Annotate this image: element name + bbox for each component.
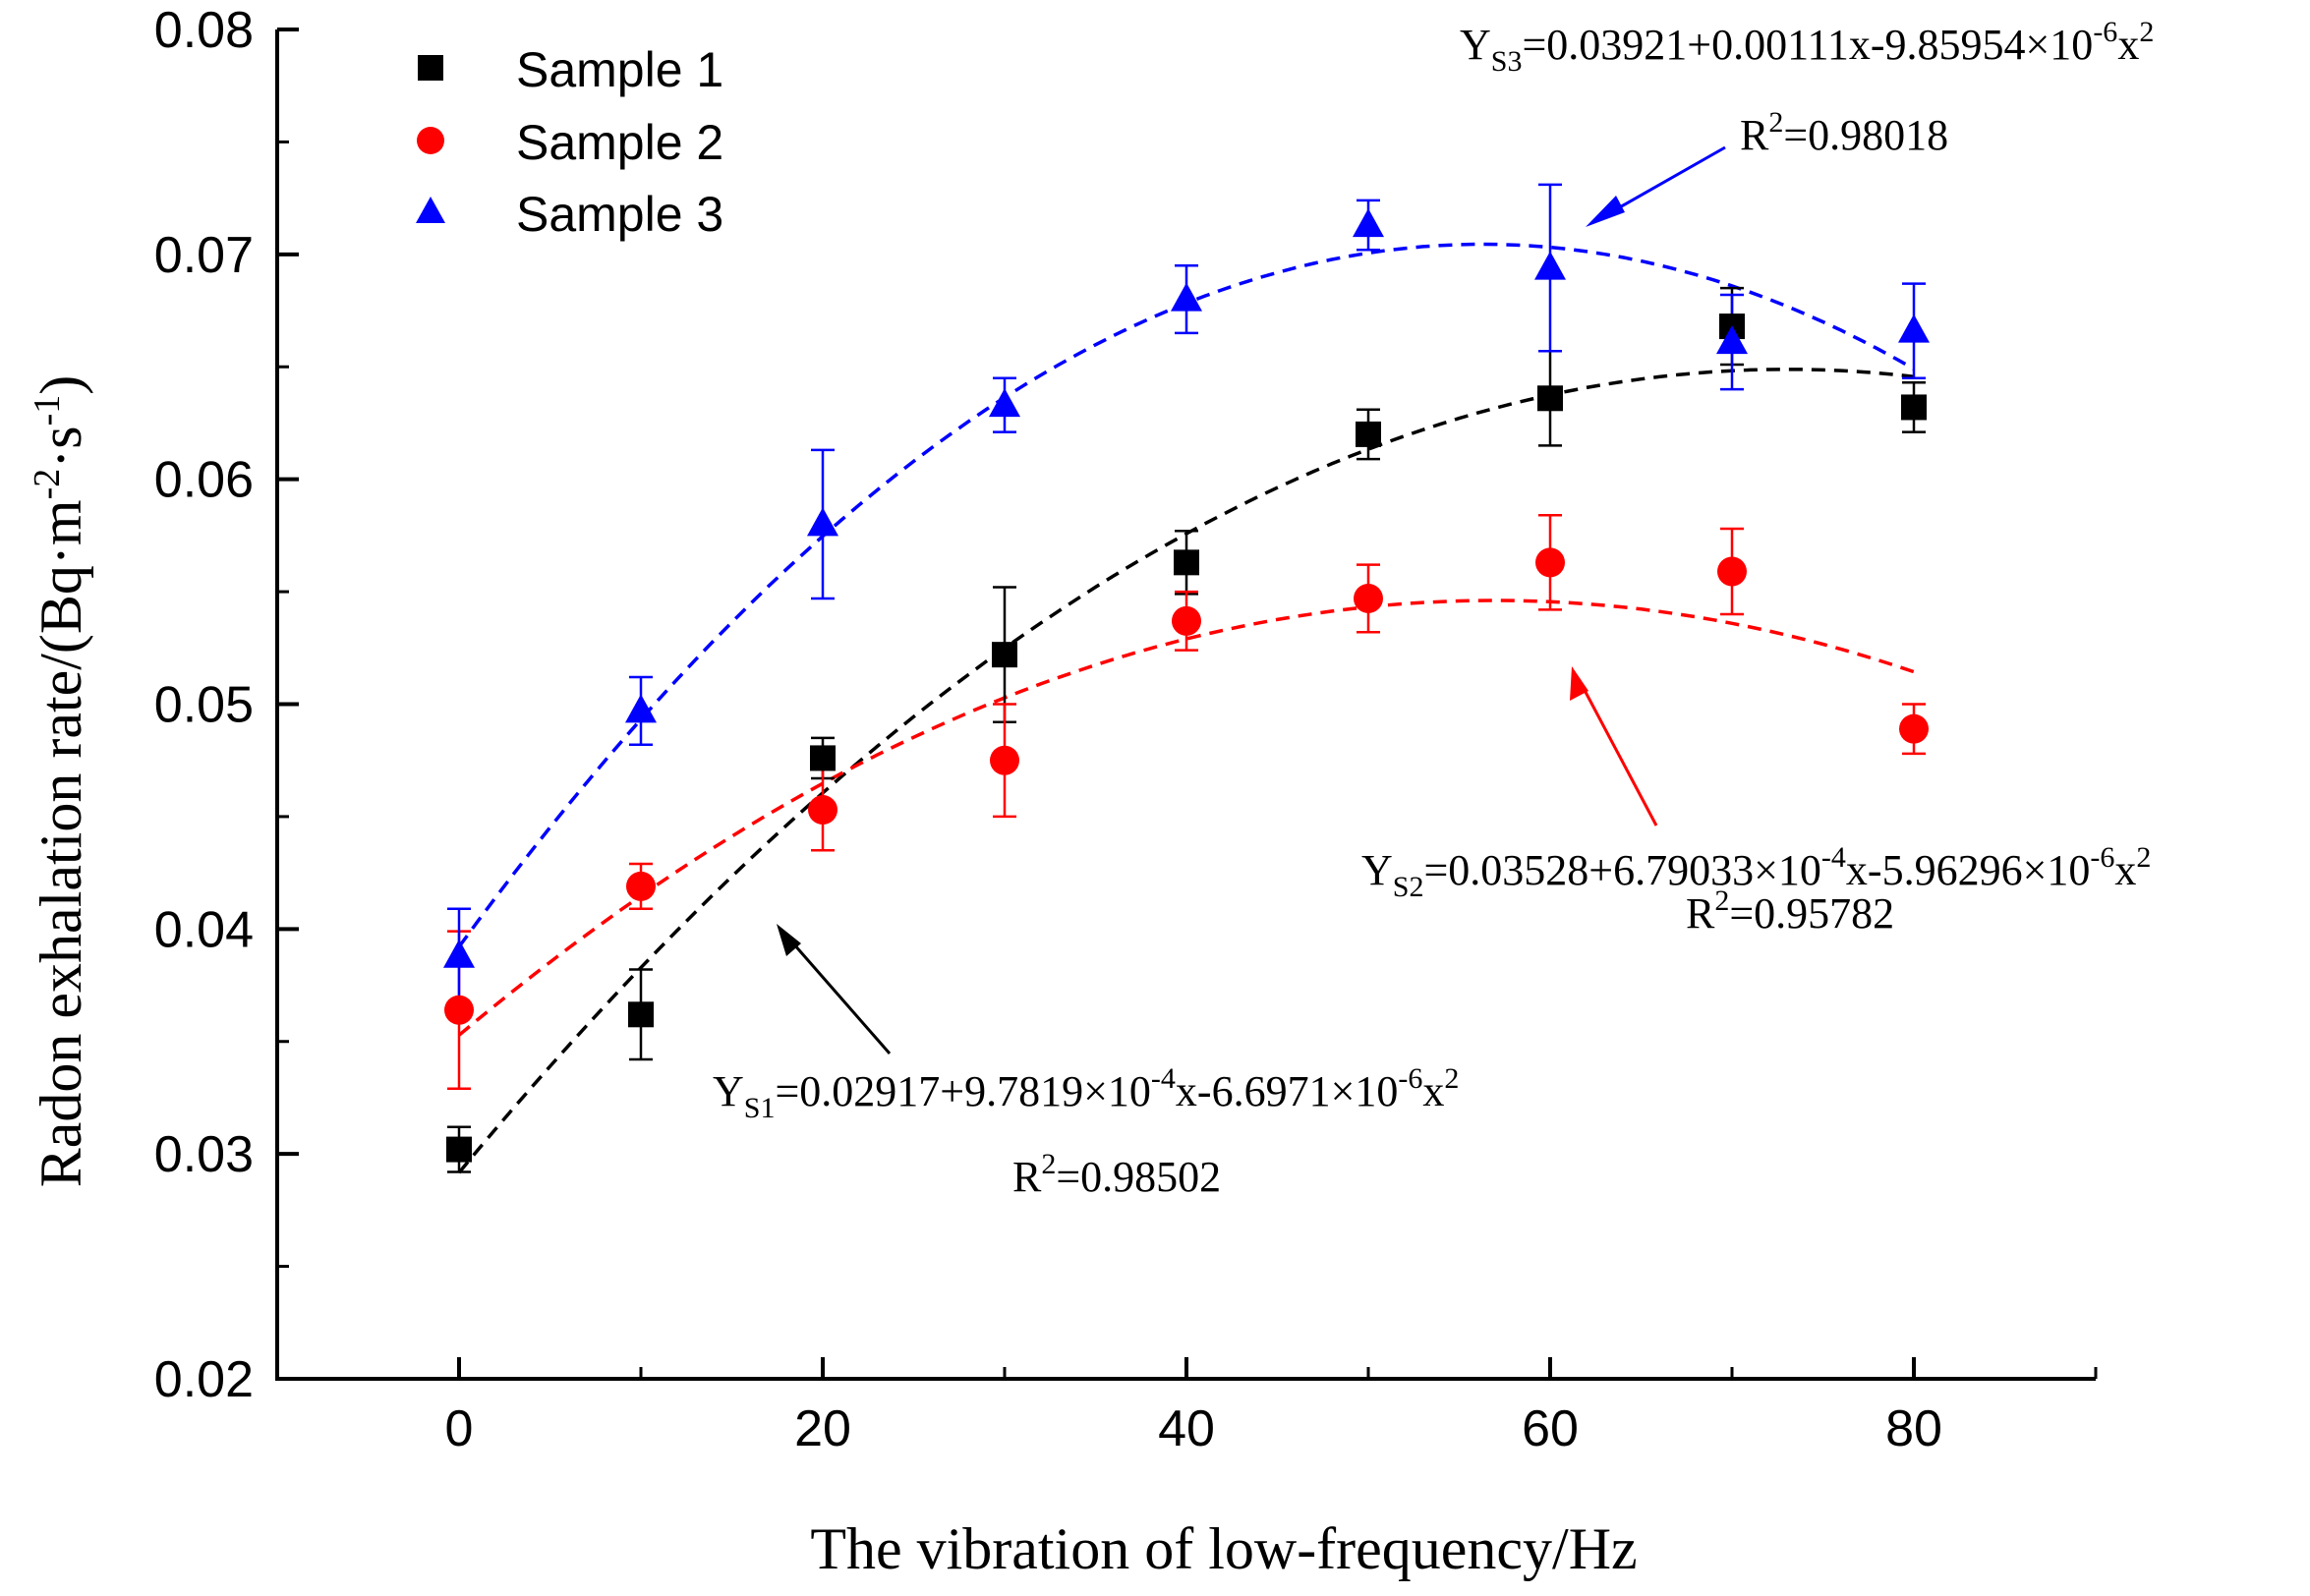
x-tick-label: 20 [794,1400,851,1457]
fit-curve-sample-2 [457,598,1915,1037]
y-tick-label: 0.02 [154,1351,254,1408]
data-point-sample-2 [990,745,1019,775]
y-tick-label: 0.07 [154,227,254,284]
data-point-sample-2 [1717,556,1747,587]
r2-sample-3: R2=0.98018 [1740,106,1948,159]
axes: 0.02 0.03 0.04 0.05 0.06 0.07 0.08 0 20 40 60 80 [154,2,2098,1457]
data-point-sample-3 [1171,282,1202,312]
legend-marker-sample-2 [417,127,444,154]
r2-sample-1: R2=0.98502 [1012,1148,1221,1201]
data-point-sample-3 [1716,325,1748,355]
fit-curves [457,242,1915,1174]
arrowhead-sample-1 [777,924,801,956]
data-point-sample-1 [992,642,1017,668]
legend-label-sample-1: Sample 1 [516,42,723,97]
annotation-sample-1: YS1=0.02917+9.7819×10-4x-6.6971×10-6x2 R… [713,924,1459,1201]
x-tick-label: 60 [1522,1400,1579,1457]
equation-sample-1: YS1=0.02917+9.7819×10-4x-6.6971×10-6x2 [713,1062,1459,1124]
data-point-sample-1 [810,745,836,771]
data-point-sample-1 [1356,421,1381,447]
y-tick-label: 0.03 [154,1126,254,1183]
data-point-sample-1 [628,1001,654,1028]
arrowhead-sample-3 [1586,196,1625,227]
data-point-sample-2 [1172,605,1201,636]
equation-sample-3: YS3=0.03921+0.00111x-9.85954×10-6x2 [1460,16,2154,78]
data-point-sample-1 [1901,394,1927,421]
data-point-sample-3 [807,507,838,537]
data-point-sample-1 [1174,549,1199,576]
data-point-sample-3 [989,388,1020,418]
r2-sample-2: R2=0.95782 [1686,884,1894,938]
error-bars [447,183,1926,1173]
data-point-sample-2 [808,795,837,826]
data-point-sample-3 [625,694,657,723]
fit-curve-sample-1 [457,368,1915,1174]
data-point-sample-3 [1353,208,1384,238]
legend-marker-sample-1 [418,55,443,81]
legend-label-sample-3: Sample 3 [516,187,723,242]
data-point-sample-3 [443,939,475,968]
legend: Sample 1 Sample 2 Sample 3 [416,42,723,242]
data-point-sample-1 [1537,385,1563,412]
data-point-sample-2 [444,995,474,1025]
x-axis-title: The vibration of low-frequency/Hz [810,1516,1637,1581]
legend-label-sample-2: Sample 2 [516,115,723,170]
y-tick-label: 0.06 [154,452,254,509]
data-point-sample-2 [1535,547,1565,578]
data-point-sample-3 [1898,314,1930,343]
arrow-sample-1 [784,935,892,1054]
data-point-sample-1 [446,1136,472,1163]
data-point-sample-2 [1899,713,1929,744]
y-tick-label: 0.08 [154,2,254,59]
arrowhead-sample-2 [1570,666,1588,701]
annotation-sample-2: YS2=0.03528+6.79033×10-4x-5.96296×10-6x2… [1361,666,2151,938]
y-tick-label: 0.04 [154,901,254,958]
y-tick-label: 0.05 [154,677,254,734]
annotation-sample-3: YS3=0.03921+0.00111x-9.85954×10-6x2 R2=0… [1460,16,2154,227]
x-tick-label: 0 [445,1400,474,1457]
data-point-sample-2 [626,871,656,901]
data-point-sample-2 [1354,583,1383,613]
x-tick-label: 40 [1158,1400,1215,1457]
data-markers [443,208,1930,1163]
x-tick-label: 80 [1885,1400,1942,1457]
equation-sample-2: YS2=0.03528+6.79033×10-4x-5.96296×10-6x2 [1361,841,2151,903]
data-point-sample-3 [1534,251,1566,280]
arrow-sample-2 [1577,678,1658,826]
legend-marker-sample-3 [416,197,445,223]
y-axis-title: Radon exhalation rate/(Bq·m-2·s-1) [27,375,93,1187]
